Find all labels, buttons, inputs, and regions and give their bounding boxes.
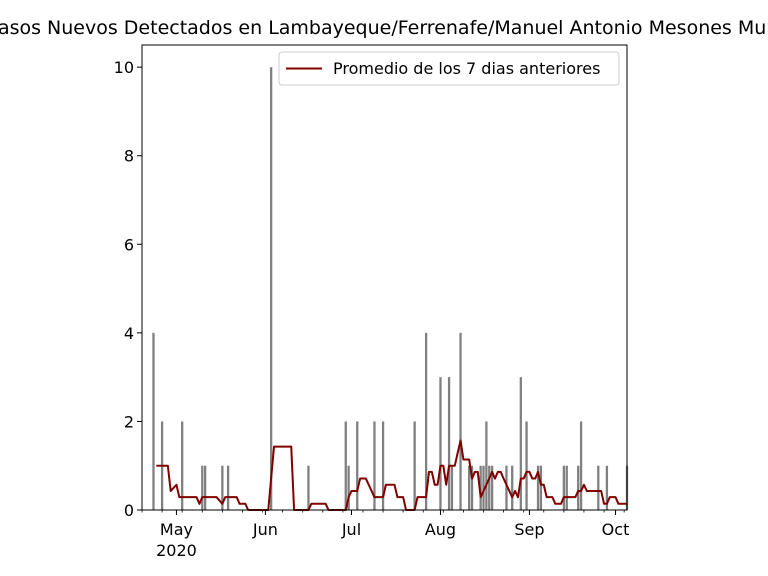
- bar: [373, 421, 376, 510]
- bar: [221, 465, 224, 510]
- y-tick-label: 0: [124, 501, 134, 520]
- bar: [536, 465, 540, 510]
- x-tick-year-label: 2020: [156, 541, 197, 560]
- bar: [344, 421, 347, 510]
- bar: [269, 67, 273, 510]
- bar: [562, 465, 566, 510]
- bar: [203, 465, 207, 510]
- bar: [356, 421, 359, 510]
- bar: [479, 465, 482, 510]
- x-tick-label: Sep: [514, 520, 544, 539]
- bar: [181, 421, 184, 510]
- bar: [505, 465, 508, 510]
- y-tick-label: 10: [114, 58, 134, 77]
- x-tick-label: Aug: [425, 520, 456, 539]
- bar: [605, 465, 609, 510]
- line-layer: [156, 439, 627, 511]
- bar: [490, 465, 494, 510]
- bar: [597, 465, 600, 510]
- legend-label: Promedio de los 7 dias anteriores: [333, 59, 600, 78]
- x-tick-label: Jun: [252, 520, 278, 539]
- y-axis-ticks: 0 2 4 6 8 10: [114, 58, 142, 520]
- bar: [381, 421, 385, 510]
- bar: [539, 465, 543, 510]
- bar: [519, 377, 522, 510]
- bar: [307, 465, 310, 510]
- bar: [470, 465, 474, 510]
- chart-title: Casos Nuevos Detectados en Lambayeque/Fe…: [0, 17, 768, 39]
- bar: [413, 421, 416, 510]
- x-tick-label: Jul: [341, 520, 361, 539]
- bar: [459, 332, 462, 510]
- bar: [482, 465, 485, 510]
- bar: [525, 421, 528, 510]
- plot-frame: [141, 44, 628, 511]
- bar: [577, 465, 580, 510]
- y-tick-label: 8: [124, 147, 134, 166]
- average-line: [156, 439, 627, 511]
- bar: [565, 465, 568, 510]
- bar: [201, 465, 204, 510]
- bars-group: [152, 67, 629, 510]
- bar: [439, 377, 442, 510]
- y-tick-label: 4: [124, 324, 134, 343]
- x-tick-label: May: [160, 520, 193, 539]
- x-axis-ticks: May 2020 Jun Jul Aug Sep Oct: [141, 510, 630, 560]
- bar: [450, 465, 454, 510]
- legend-box: [278, 51, 620, 86]
- bar: [347, 465, 350, 510]
- bar: [468, 465, 471, 510]
- bar: [152, 332, 155, 510]
- x-tick-label: Oct: [602, 520, 630, 539]
- bar: [579, 421, 583, 510]
- bar: [447, 377, 451, 510]
- bar: [424, 332, 428, 510]
- legend: Promedio de los 7 dias anteriores: [278, 51, 620, 86]
- bar: [226, 465, 230, 510]
- bar: [488, 465, 491, 510]
- y-tick-label: 6: [124, 235, 134, 254]
- bar: [511, 465, 514, 510]
- y-tick-label: 2: [124, 412, 134, 431]
- bar: [485, 421, 488, 510]
